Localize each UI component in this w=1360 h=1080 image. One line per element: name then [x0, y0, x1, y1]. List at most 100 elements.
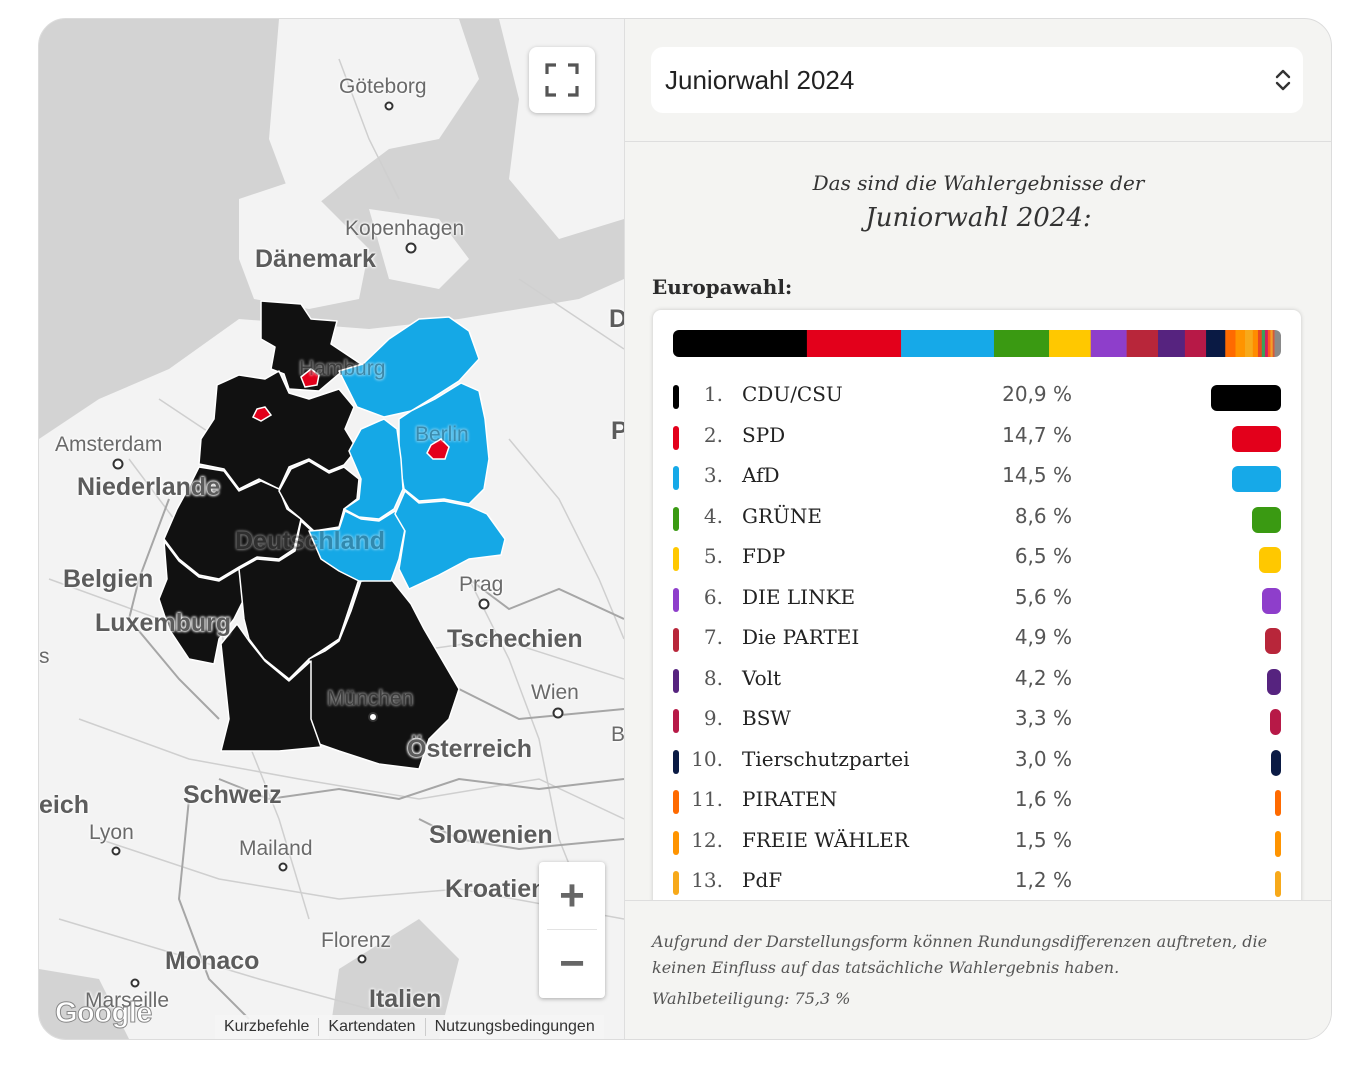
results-footer: Aufgrund der Darstellungsform können Run… — [625, 900, 1331, 1039]
party-name: CDU/CSU — [742, 382, 843, 406]
party-rank: 5. — [703, 544, 723, 568]
map-label-slowenien: Slowenien — [429, 821, 553, 849]
map-label-berlin: Berlin — [415, 423, 469, 446]
party-color-marker — [673, 385, 679, 409]
party-color-marker — [673, 628, 679, 652]
party-rank: 4. — [703, 503, 723, 528]
map-label-prag: Prag — [459, 573, 504, 596]
map-label-belgien: Belgien — [63, 565, 154, 593]
map-label-hamburg: Hamburg — [299, 357, 386, 380]
party-color-marker — [673, 466, 679, 490]
party-share-bar — [1211, 385, 1281, 411]
results-panel: Juniorwahl 2024 Das sind die Wahlergebni… — [624, 19, 1331, 1039]
party-share-bar — [1259, 547, 1281, 573]
party-percentage: 5,6 % — [1014, 584, 1072, 609]
party-percentage: 14,5 % — [1002, 463, 1072, 487]
party-name: AfD — [742, 463, 780, 487]
map-label-muenchen: München — [327, 687, 414, 710]
map-data-link[interactable]: Kartendaten — [318, 1018, 424, 1036]
terms-link[interactable]: Nutzungsbedingungen — [424, 1018, 604, 1036]
result-row: 8. Volt 4,2 % — [673, 660, 1281, 701]
zoom-out-button[interactable]: − — [559, 939, 585, 988]
results-map[interactable]: Göteborg Kopenhagen Dänemark Amsterdam N… — [39, 19, 624, 1039]
party-color-marker — [673, 709, 679, 733]
map-label-lyon: Lyon — [89, 821, 134, 844]
map-label-edge-d: D — [609, 305, 624, 334]
stack-segment — [1090, 330, 1127, 357]
result-row: 1. CDU/CSU 20,9 % — [673, 376, 1281, 417]
stack-segment — [1274, 330, 1281, 357]
party-share-bar — [1231, 425, 1281, 452]
results-card: 1. CDU/CSU 20,9 % 2. SPD 14,7 % 3. AfD 14,5 % 4. G… — [653, 310, 1301, 920]
stack-segment — [1206, 330, 1226, 357]
stack-segment — [993, 330, 1050, 357]
google-logo: Google — [55, 997, 153, 1030]
party-rank: 6. — [703, 584, 723, 609]
map-label-daenemark: Dänemark — [255, 245, 376, 273]
map-label-edge-p: P — [611, 417, 624, 446]
keyboard-shortcuts-link[interactable]: Kurzbefehle — [224, 1018, 310, 1035]
map-label-niederlande: Niederlande — [77, 473, 221, 501]
party-color-marker — [673, 790, 679, 814]
party-name: GRÜNE — [742, 503, 822, 528]
map-label-mailand: Mailand — [239, 837, 313, 860]
stack-segment — [1157, 330, 1186, 357]
party-name: SPD — [742, 422, 786, 447]
stack-segment — [806, 330, 902, 357]
stack-segment — [901, 330, 995, 357]
party-share-bar — [1275, 790, 1281, 816]
party-share-bar — [1252, 506, 1281, 533]
result-row: 12. FREIE WÄHLER 1,5 % — [673, 822, 1281, 863]
party-share-bar — [1266, 668, 1281, 695]
party-percentage: 6,5 % — [1014, 544, 1072, 568]
party-name: Tierschutzpartei — [742, 746, 910, 771]
party-color-marker — [673, 506, 679, 531]
party-rank: 8. — [703, 665, 723, 690]
party-rank: 3. — [703, 463, 723, 487]
party-color-marker — [673, 587, 679, 612]
result-row: 10. Tierschutzpartei 3,0 % — [673, 741, 1281, 782]
party-percentage: 1,2 % — [1014, 868, 1072, 892]
map-label-tschechien: Tschechien — [447, 625, 583, 653]
party-share-bar — [1269, 709, 1281, 735]
stack-segment — [1049, 330, 1092, 357]
map-label-edge-s: s — [39, 645, 50, 668]
party-share-bar — [1264, 628, 1281, 654]
party-share-bar — [1270, 749, 1281, 776]
results-intro: Das sind die Wahlergebnisse der Juniorwa… — [625, 171, 1331, 233]
zoom-in-button[interactable]: + — [559, 871, 585, 920]
party-name: FDP — [742, 544, 786, 568]
election-widget: Göteborg Kopenhagen Dänemark Amsterdam N… — [38, 18, 1332, 1040]
party-color-marker — [673, 668, 679, 693]
result-row: 3. AfD 14,5 % — [673, 457, 1281, 498]
party-name: Volt — [742, 665, 782, 690]
intro-line-1: Das sind die Wahlergebnisse der — [812, 171, 1145, 195]
party-percentage: 3,0 % — [1014, 746, 1072, 771]
party-rank: 7. — [703, 625, 723, 649]
stack-segment — [1235, 330, 1246, 357]
zoom-control: + − — [539, 862, 605, 998]
stack-segment — [1270, 330, 1273, 357]
result-row: 4. GRÜNE 8,6 % — [673, 498, 1281, 539]
map-label-goeteborg: Göteborg — [339, 75, 427, 98]
party-share-bar — [1232, 466, 1281, 492]
party-percentage: 20,9 % — [1002, 382, 1072, 406]
stack-segment — [1267, 330, 1271, 357]
party-percentage: 1,6 % — [1014, 787, 1072, 811]
stack-segment — [1126, 330, 1159, 357]
results-list: 1. CDU/CSU 20,9 % 2. SPD 14,7 % 3. AfD 14,5 % 4. G… — [673, 376, 1281, 903]
party-color-marker — [673, 425, 679, 450]
stack-segment — [1264, 330, 1269, 357]
fullscreen-button[interactable] — [529, 47, 595, 113]
party-color-marker — [673, 871, 679, 895]
party-name: BSW — [742, 706, 791, 730]
party-rank: 1. — [703, 382, 723, 406]
party-rank: 10. — [691, 746, 723, 771]
map-label-marseille: Marseille — [85, 989, 170, 1012]
party-name: PdF — [742, 868, 783, 892]
map-label-frankreich: eich — [39, 791, 90, 819]
map-label-schweiz: Schweiz — [183, 781, 282, 809]
election-select[interactable]: Juniorwahl 2024 — [651, 47, 1303, 113]
party-color-marker — [673, 547, 679, 571]
result-row: 11. PIRATEN 1,6 % — [673, 781, 1281, 822]
